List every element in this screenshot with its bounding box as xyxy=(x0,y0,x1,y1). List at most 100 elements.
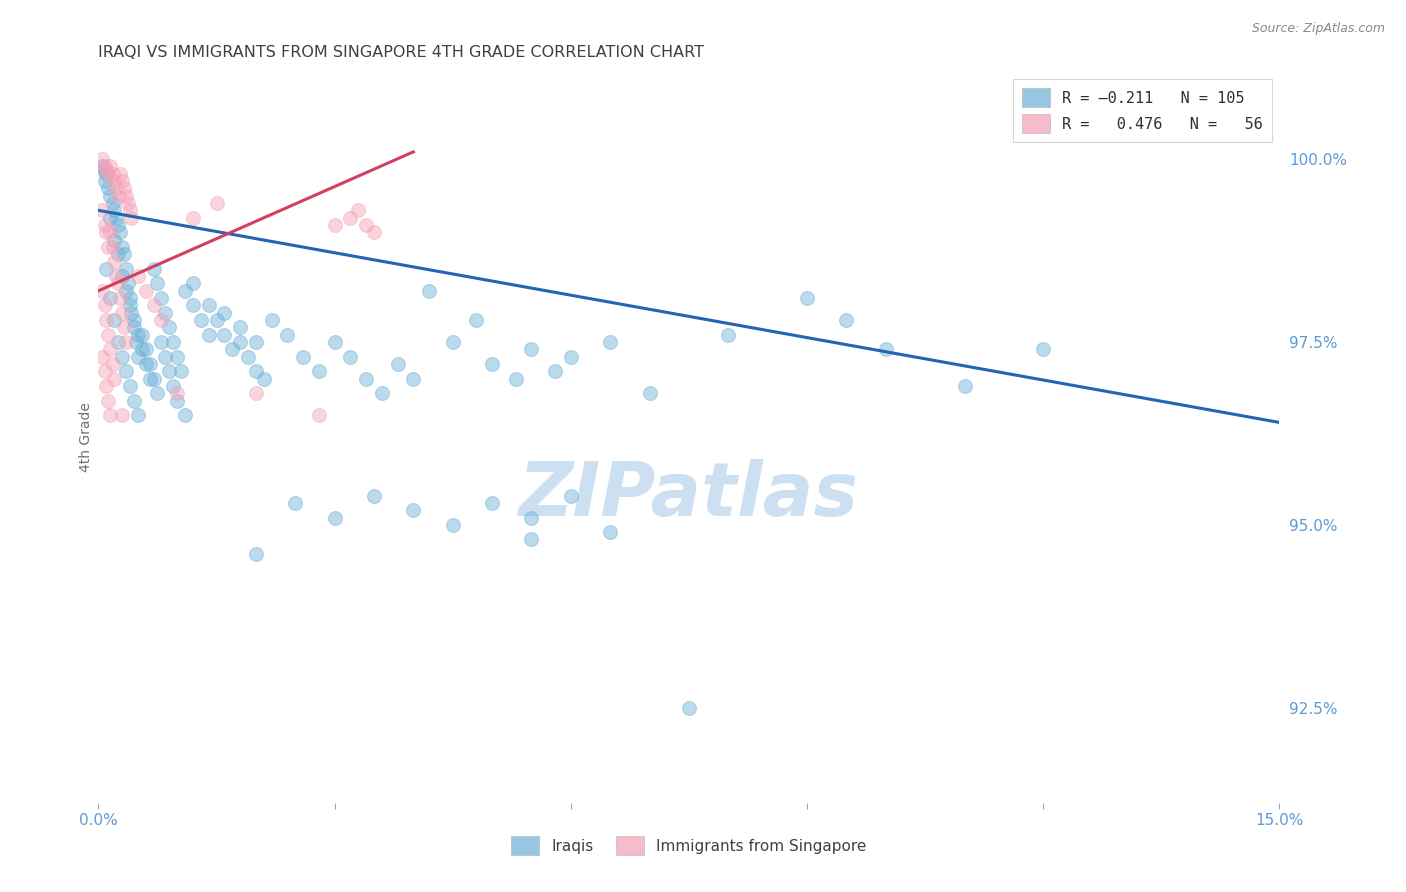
Point xyxy=(363,489,385,503)
Point xyxy=(146,277,169,291)
Point xyxy=(96,379,118,393)
Point xyxy=(93,218,115,232)
Point xyxy=(197,298,219,312)
Point xyxy=(229,320,252,334)
Point xyxy=(107,277,129,291)
Point xyxy=(110,225,132,239)
Point xyxy=(107,247,129,261)
Point xyxy=(101,240,124,254)
Point xyxy=(117,277,139,291)
Point xyxy=(93,160,115,174)
Point xyxy=(104,211,127,225)
Point xyxy=(107,218,129,232)
Point xyxy=(97,393,120,408)
Y-axis label: 4th Grade: 4th Grade xyxy=(79,402,93,472)
Point xyxy=(236,350,259,364)
Point xyxy=(190,313,212,327)
Point xyxy=(91,160,114,174)
Point xyxy=(166,393,188,408)
Point xyxy=(122,313,145,327)
Point xyxy=(205,196,228,211)
Point xyxy=(97,181,120,195)
Text: ZIPatlas: ZIPatlas xyxy=(519,459,859,533)
Point xyxy=(110,167,132,181)
Point xyxy=(520,510,543,524)
Point xyxy=(98,408,121,422)
Point xyxy=(91,350,114,364)
Point xyxy=(323,218,346,232)
Point xyxy=(112,320,135,334)
Point xyxy=(308,408,330,422)
Point xyxy=(197,327,219,342)
Point xyxy=(97,167,120,181)
Point xyxy=(118,291,141,305)
Point xyxy=(520,533,543,547)
Point xyxy=(107,188,129,202)
Point xyxy=(111,350,134,364)
Point xyxy=(127,327,149,342)
Point xyxy=(96,163,118,178)
Point xyxy=(875,343,897,357)
Point xyxy=(560,350,582,364)
Point xyxy=(98,211,121,225)
Point xyxy=(111,269,134,284)
Point xyxy=(441,334,464,349)
Point xyxy=(104,181,127,195)
Point xyxy=(135,284,157,298)
Point xyxy=(122,393,145,408)
Point xyxy=(115,334,138,349)
Point xyxy=(276,327,298,342)
Point xyxy=(121,211,143,225)
Point xyxy=(835,313,858,327)
Point xyxy=(599,334,621,349)
Point xyxy=(260,313,283,327)
Point xyxy=(308,364,330,378)
Point xyxy=(465,313,488,327)
Point xyxy=(174,284,197,298)
Point xyxy=(93,298,115,312)
Point xyxy=(678,700,700,714)
Point xyxy=(110,291,132,305)
Point xyxy=(520,343,543,357)
Point xyxy=(107,334,129,349)
Point xyxy=(127,408,149,422)
Point xyxy=(111,174,134,188)
Point xyxy=(155,350,177,364)
Point xyxy=(118,379,141,393)
Point xyxy=(111,240,134,254)
Point xyxy=(103,254,125,268)
Point xyxy=(205,313,228,327)
Point xyxy=(402,371,425,385)
Point xyxy=(97,327,120,342)
Point xyxy=(96,261,118,276)
Point xyxy=(91,284,114,298)
Point xyxy=(599,525,621,540)
Point xyxy=(98,225,121,239)
Point xyxy=(347,203,370,218)
Point xyxy=(103,233,125,247)
Point xyxy=(98,160,121,174)
Point xyxy=(292,350,315,364)
Point xyxy=(91,152,114,166)
Point xyxy=(122,320,145,334)
Point xyxy=(131,327,153,342)
Point xyxy=(339,211,361,225)
Point xyxy=(127,350,149,364)
Point xyxy=(96,313,118,327)
Point xyxy=(98,291,121,305)
Point xyxy=(97,240,120,254)
Point xyxy=(221,343,243,357)
Point xyxy=(112,247,135,261)
Point xyxy=(166,350,188,364)
Point xyxy=(101,167,124,181)
Point xyxy=(96,225,118,239)
Point xyxy=(115,284,138,298)
Point xyxy=(121,306,143,320)
Point xyxy=(112,181,135,195)
Point xyxy=(162,379,184,393)
Point xyxy=(150,334,173,349)
Point xyxy=(245,364,267,378)
Point xyxy=(284,496,307,510)
Point xyxy=(638,386,661,401)
Point xyxy=(157,364,180,378)
